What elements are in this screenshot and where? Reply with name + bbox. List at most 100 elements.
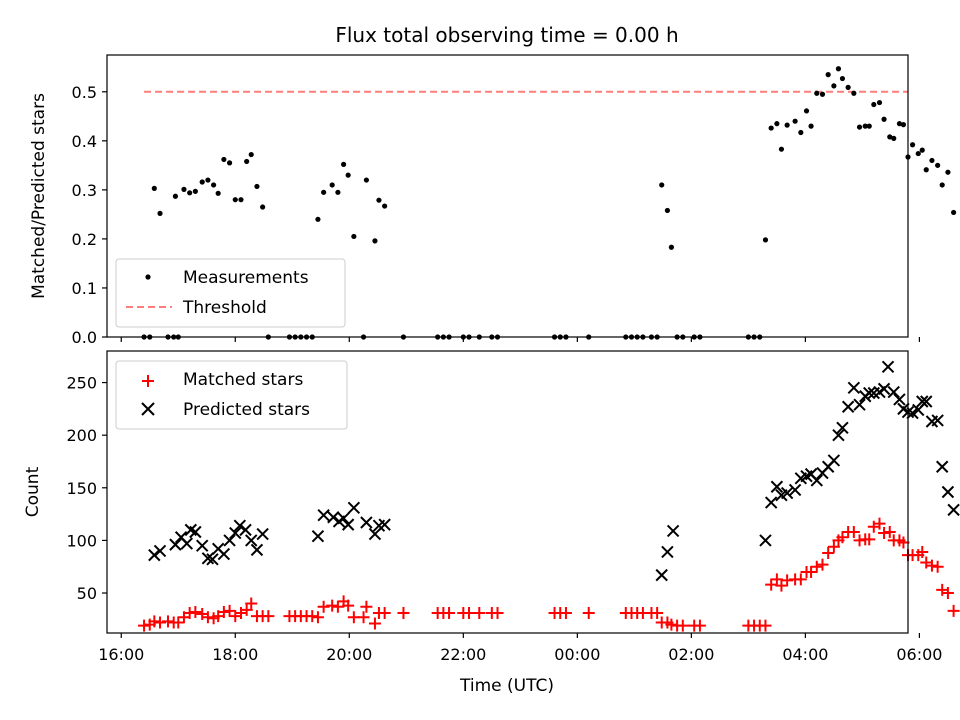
matched-star-point	[317, 600, 330, 613]
predicted-star-point	[836, 421, 849, 435]
predicted-star-point	[148, 548, 161, 562]
matched-star-point	[883, 525, 896, 538]
measurement-point	[887, 134, 893, 140]
predicted-star-point	[832, 428, 845, 442]
matched-star-point	[775, 579, 788, 592]
predicted-star-point	[256, 527, 269, 541]
measurement-point	[851, 90, 857, 96]
bottom-x-axis-label: Time (UTC)	[459, 676, 554, 696]
measurement-point	[792, 118, 798, 124]
predicted-star-point	[217, 547, 231, 561]
measurement-point	[254, 183, 260, 190]
matched-star-point	[770, 573, 783, 586]
matched-star-point	[781, 574, 794, 587]
matched-star-point	[154, 616, 167, 629]
measurement-point	[668, 244, 675, 250]
matched-star-point	[491, 607, 504, 620]
predicted-star-point	[229, 526, 242, 540]
top-y-tick-label: 0.1	[72, 279, 97, 298]
measurement-point	[382, 203, 388, 209]
predicted-star-point	[317, 508, 330, 522]
predicted-star-point	[920, 395, 933, 408]
measurement-point	[351, 233, 357, 240]
measurement-point	[372, 238, 378, 244]
legend-predicted-label: Predicted stars	[183, 400, 310, 420]
measurement-point	[260, 204, 266, 210]
bottom-y-axis-label: Count	[23, 466, 43, 517]
predicted-star-point	[153, 544, 167, 558]
bottom-legend-box	[115, 360, 348, 430]
bottom-y-tick-label: 250	[66, 374, 97, 393]
matched-star-point	[473, 607, 486, 620]
top-y-tick-label: 0.0	[72, 328, 97, 347]
matched-star-point	[827, 540, 840, 553]
matched-star-point	[368, 617, 381, 630]
predicted-star-point	[666, 524, 680, 538]
measurement-point	[335, 189, 341, 195]
matched-star-point	[931, 560, 944, 573]
measurement-point	[784, 122, 790, 128]
measurement-point	[774, 121, 780, 127]
predicted-star-point	[827, 454, 841, 467]
measurement-point	[825, 72, 831, 78]
bottom-x-tick-label: 16:00	[98, 645, 144, 664]
predicted-star-point	[180, 537, 194, 550]
measurement-point	[238, 197, 244, 203]
matched-star-point	[397, 607, 410, 620]
bottom-x-tick-label: 06:00	[896, 645, 942, 664]
matched-star-point	[863, 533, 876, 546]
top-y-tick-label: 0.5	[72, 83, 97, 102]
predicted-star-point	[347, 501, 361, 514]
measurement-point	[935, 162, 941, 168]
predicted-star-point	[341, 518, 355, 531]
predicted-star-point	[311, 529, 325, 543]
matched-star-point	[559, 607, 572, 620]
predicted-star-point	[337, 512, 350, 525]
measurement-point	[866, 123, 872, 129]
top-y-tick-label: 0.3	[72, 181, 97, 200]
measurement-point	[951, 209, 957, 216]
legend-matched-label: Matched stars	[183, 370, 303, 390]
predicted-star-point	[250, 543, 264, 557]
matched-star-point	[805, 565, 818, 578]
matched-star-point	[326, 599, 339, 612]
bottom-x-tick-label: 22:00	[440, 645, 486, 664]
predicted-star-point	[245, 534, 258, 547]
matched-star-point	[217, 605, 230, 618]
predicted-star-point	[841, 400, 855, 413]
measurement-point	[808, 123, 814, 129]
predicted-star-point	[931, 414, 944, 427]
predicted-star-point	[906, 406, 919, 420]
matched-star-point	[816, 558, 829, 571]
measurement-point	[845, 84, 851, 90]
matched-star-point	[148, 615, 161, 628]
predicted-star-point	[233, 519, 247, 532]
matched-star-point	[172, 616, 185, 629]
matched-star-point	[357, 611, 370, 624]
measurement-point	[831, 83, 837, 89]
predicted-star-point	[916, 395, 929, 408]
matched-star-point	[138, 619, 151, 632]
measurement-point	[839, 75, 846, 82]
measurement-point	[199, 179, 205, 185]
measurement-point	[862, 123, 868, 129]
bottom-x-axis-ticks: 16:00 18:00 20:00 22:00 00:00 02:00 04:00 06:00	[98, 633, 942, 664]
top-y-tick-label: 0.2	[72, 230, 97, 249]
top-data-marks	[141, 66, 957, 340]
predicted-star-point	[770, 480, 784, 493]
predicted-star-point	[378, 518, 391, 531]
predicted-star-point	[863, 386, 876, 400]
matched-star-point	[665, 618, 678, 631]
top-legend: Measurements Threshold	[115, 258, 346, 328]
predicted-star-point	[887, 385, 900, 399]
bottom-x-tick-label: 00:00	[554, 645, 600, 664]
measurement-point	[232, 197, 238, 203]
matched-star-point	[853, 534, 866, 547]
matched-star-point	[651, 607, 664, 620]
bottom-x-tick-label: 20:00	[326, 645, 372, 664]
matched-star-point	[262, 610, 275, 623]
predicted-star-point	[223, 534, 236, 547]
measurement-point	[876, 99, 883, 106]
bottom-y-tick-label: 150	[66, 479, 97, 498]
